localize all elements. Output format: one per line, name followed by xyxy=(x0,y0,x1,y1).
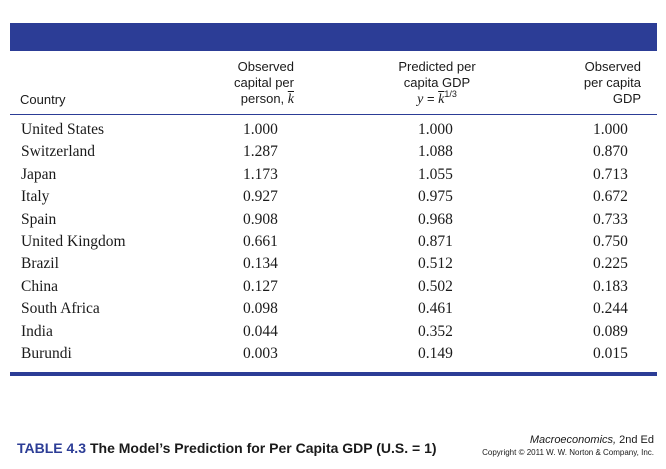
header-capital-var: k xyxy=(287,92,294,107)
formula-exponent: 1/3 xyxy=(444,89,457,99)
cell-observed: 0.713 xyxy=(593,165,628,183)
table-bottom-bar xyxy=(10,372,657,376)
cell-capital: 0.134 xyxy=(243,255,278,273)
formula-eq: = xyxy=(423,91,439,106)
header-capital: Observed capital per person, k xyxy=(234,59,294,108)
cell-capital: 0.098 xyxy=(243,300,278,318)
cell-capital: 0.908 xyxy=(243,210,278,228)
cell-country: Japan xyxy=(21,165,57,183)
cell-observed: 0.733 xyxy=(593,210,628,228)
header-observed: Observed per capita GDP xyxy=(584,59,641,107)
cell-country: Spain xyxy=(21,210,57,228)
cell-observed: 1.000 xyxy=(593,121,628,138)
cell-country: China xyxy=(21,277,59,295)
table-top-bar xyxy=(10,23,657,51)
table-row: Brazil 0.134 0.512 0.225 xyxy=(0,253,666,275)
cell-capital: 0.003 xyxy=(243,344,278,362)
table-row: China 0.127 0.502 0.183 xyxy=(0,276,666,298)
cell-capital: 0.044 xyxy=(243,322,278,340)
cell-predicted: 0.352 xyxy=(418,322,453,340)
header-capital-line3: person, k xyxy=(234,91,294,108)
table-row: United States 1.000 1.000 1.000 xyxy=(0,119,666,141)
cell-observed: 0.750 xyxy=(593,232,628,250)
cell-predicted: 0.502 xyxy=(418,277,453,295)
header-rule xyxy=(10,114,657,115)
header-country: Country xyxy=(20,92,66,108)
cell-observed: 0.870 xyxy=(593,143,628,161)
table-row: Italy 0.927 0.975 0.672 xyxy=(0,186,666,208)
cell-country: Italy xyxy=(21,188,50,206)
table-body: United States 1.000 1.000 1.000 Switzerland 1… xyxy=(0,119,666,365)
cell-observed: 0.089 xyxy=(593,322,628,340)
cell-country: Brazil xyxy=(21,255,59,273)
table-row: Japan 1.173 1.055 0.713 xyxy=(0,164,666,186)
table-row: India 0.044 0.352 0.089 xyxy=(0,321,666,343)
cell-observed: 0.244 xyxy=(593,300,628,318)
header-observed-line1: Observed xyxy=(584,59,641,74)
header-predicted-line2: capita GDP xyxy=(403,75,471,90)
header-capital-line1: Observed xyxy=(237,59,294,74)
cell-observed: 0.672 xyxy=(593,188,628,206)
cell-predicted: 0.149 xyxy=(418,344,453,362)
header-capital-line2: capital per xyxy=(234,75,294,90)
cell-predicted: 0.461 xyxy=(418,300,453,318)
formula-y: y xyxy=(417,92,424,107)
table-row: Burundi 0.003 0.149 0.015 xyxy=(0,343,666,365)
credit-book: Macroeconomics, 2nd Ed xyxy=(530,434,654,446)
cell-country: Switzerland xyxy=(21,143,96,161)
table-caption: TABLE 4.3 The Model’s Prediction for Per … xyxy=(17,440,437,456)
cell-capital: 1.173 xyxy=(243,165,278,183)
caption-number: TABLE 4.3 xyxy=(17,440,86,456)
cell-predicted: 0.512 xyxy=(418,255,453,273)
header-predicted-formula: y = k1/3 xyxy=(377,89,497,108)
cell-country: United States xyxy=(21,121,105,138)
cell-capital: 1.287 xyxy=(243,143,278,161)
cell-capital: 1.000 xyxy=(243,121,278,138)
cell-observed: 0.015 xyxy=(593,344,628,362)
cell-capital: 0.127 xyxy=(243,277,278,295)
credit-edition: 2nd Ed xyxy=(616,434,654,446)
cell-capital: 0.927 xyxy=(243,188,278,206)
cell-predicted: 1.055 xyxy=(418,165,453,183)
cell-country: India xyxy=(21,322,53,340)
credit-book-title: Macroeconomics, xyxy=(529,434,617,446)
cell-predicted: 0.968 xyxy=(418,210,453,228)
header-country-label: Country xyxy=(20,92,66,107)
table-row: Switzerland 1.287 1.088 0.870 xyxy=(0,141,666,163)
cell-predicted: 0.975 xyxy=(418,188,453,206)
header-predicted-line1: Predicted per xyxy=(398,59,476,74)
header-observed-line3: GDP xyxy=(612,91,641,106)
table-row: United Kingdom 0.661 0.871 0.750 xyxy=(0,231,666,253)
cell-capital: 0.661 xyxy=(243,232,278,250)
cell-observed: 0.183 xyxy=(593,277,628,295)
credit-copyright: Copyright © 2011 W. W. Norton & Company,… xyxy=(482,448,654,457)
cell-country: Burundi xyxy=(21,344,72,362)
formula-k: k xyxy=(438,92,445,107)
cell-country: South Africa xyxy=(21,300,100,318)
cell-observed: 0.225 xyxy=(593,255,628,273)
header-capital-line3-prefix: person, xyxy=(240,91,288,106)
cell-predicted: 1.000 xyxy=(418,121,453,138)
table-row: Spain 0.908 0.968 0.733 xyxy=(0,209,666,231)
header-predicted: Predicted per capita GDP y = k1/3 xyxy=(377,59,497,108)
cell-predicted: 1.088 xyxy=(418,143,453,161)
header-observed-line2: per capita xyxy=(583,75,641,90)
cell-country: United Kingdom xyxy=(21,232,126,250)
cell-predicted: 0.871 xyxy=(418,232,453,250)
table-row: South Africa 0.098 0.461 0.244 xyxy=(0,298,666,320)
caption-text: The Model’s Prediction for Per Capita GD… xyxy=(89,440,437,456)
